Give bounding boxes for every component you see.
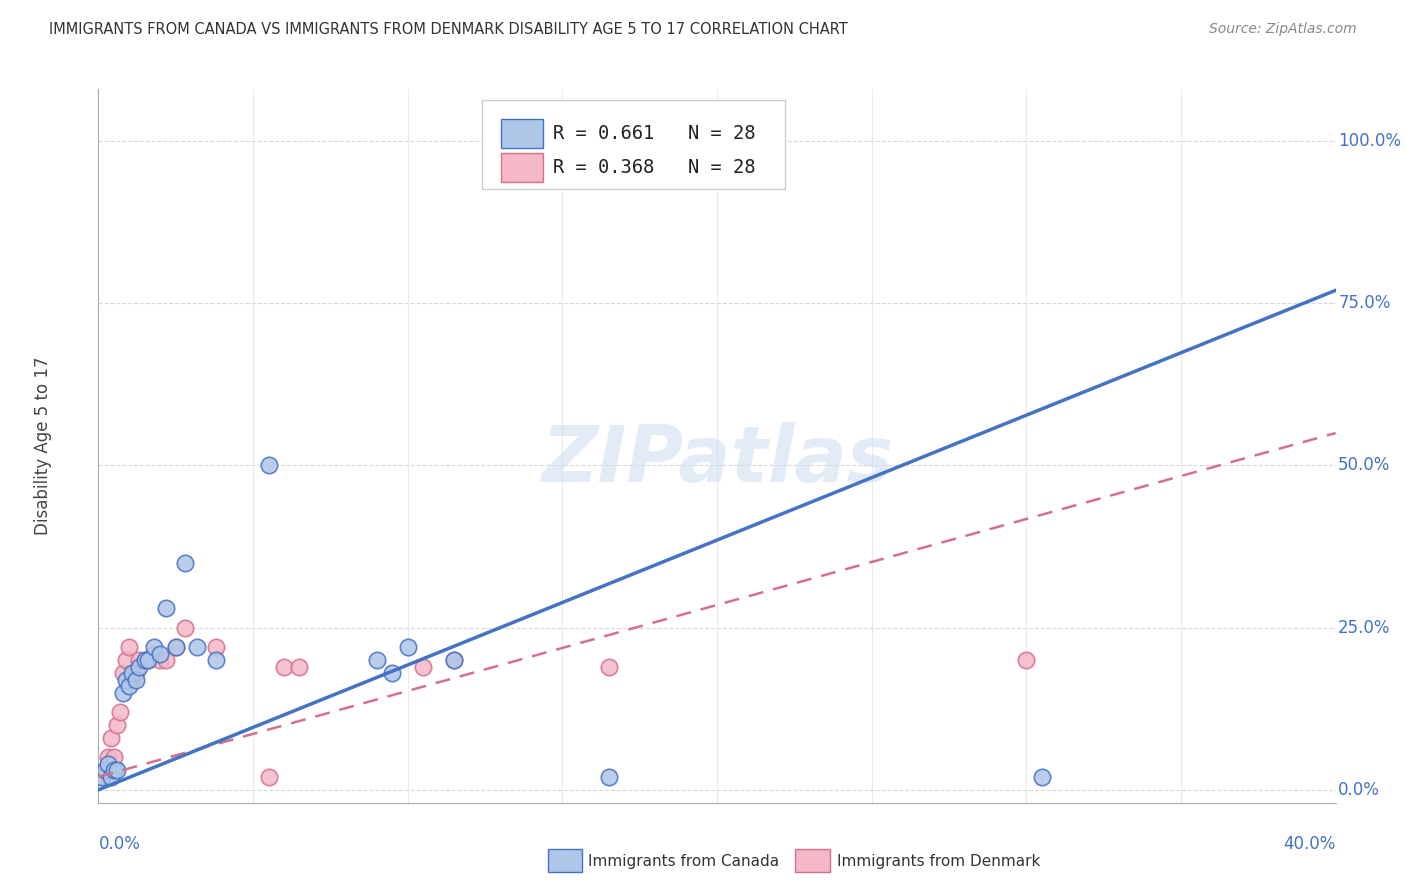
Point	[124, 673, 146, 687]
Point	[100, 770, 122, 784]
Point	[105, 718, 128, 732]
Point	[97, 756, 120, 771]
Point	[273, 659, 295, 673]
Point	[149, 653, 172, 667]
Point	[443, 653, 465, 667]
Point	[1015, 653, 1038, 667]
Point	[136, 653, 159, 667]
Point	[598, 770, 620, 784]
Text: 40.0%: 40.0%	[1284, 835, 1336, 853]
Point	[128, 659, 150, 673]
Text: Immigrants from Denmark: Immigrants from Denmark	[837, 854, 1040, 869]
Point	[174, 556, 197, 570]
Point	[174, 621, 197, 635]
Point	[366, 653, 388, 667]
FancyBboxPatch shape	[501, 153, 543, 182]
Point	[205, 640, 228, 654]
Point	[149, 647, 172, 661]
Text: 75.0%: 75.0%	[1339, 294, 1391, 312]
Point	[128, 653, 150, 667]
Point	[108, 705, 131, 719]
Point	[90, 770, 112, 784]
Text: 25.0%: 25.0%	[1339, 619, 1391, 637]
Point	[155, 601, 177, 615]
Point	[118, 640, 141, 654]
Text: R = 0.661   N = 28: R = 0.661 N = 28	[553, 124, 755, 143]
Point	[121, 666, 143, 681]
Point	[134, 653, 156, 667]
Point	[118, 679, 141, 693]
Point	[143, 640, 166, 654]
Point	[1031, 770, 1053, 784]
Point	[112, 685, 135, 699]
Text: IMMIGRANTS FROM CANADA VS IMMIGRANTS FROM DENMARK DISABILITY AGE 5 TO 17 CORRELA: IMMIGRANTS FROM CANADA VS IMMIGRANTS FRO…	[49, 22, 848, 37]
Point	[121, 673, 143, 687]
Point	[105, 764, 128, 778]
Text: ZIPatlas: ZIPatlas	[541, 422, 893, 499]
Point	[412, 659, 434, 673]
Point	[115, 673, 138, 687]
Point	[598, 659, 620, 673]
Point	[165, 640, 187, 654]
Point	[165, 640, 187, 654]
Point	[90, 770, 112, 784]
Point	[143, 647, 166, 661]
Point	[93, 764, 115, 778]
FancyBboxPatch shape	[482, 100, 785, 189]
Text: Source: ZipAtlas.com: Source: ZipAtlas.com	[1209, 22, 1357, 37]
Point	[205, 653, 228, 667]
Point	[103, 764, 125, 778]
Text: 0.0%: 0.0%	[1339, 780, 1381, 799]
Text: 100.0%: 100.0%	[1339, 132, 1402, 150]
Text: Immigrants from Canada: Immigrants from Canada	[588, 854, 779, 869]
Point	[186, 640, 208, 654]
Point	[136, 653, 159, 667]
Point	[97, 750, 120, 764]
Point	[257, 770, 280, 784]
Point	[443, 653, 465, 667]
Point	[381, 666, 404, 681]
FancyBboxPatch shape	[501, 120, 543, 148]
Point	[115, 653, 138, 667]
Text: 50.0%: 50.0%	[1339, 457, 1391, 475]
Point	[124, 666, 146, 681]
Text: R = 0.368   N = 28: R = 0.368 N = 28	[553, 158, 755, 178]
Point	[112, 666, 135, 681]
Point	[257, 458, 280, 473]
Text: Disability Age 5 to 17: Disability Age 5 to 17	[34, 357, 52, 535]
Point	[155, 653, 177, 667]
Text: 0.0%: 0.0%	[98, 835, 141, 853]
Point	[93, 764, 115, 778]
FancyBboxPatch shape	[794, 849, 830, 872]
FancyBboxPatch shape	[547, 849, 582, 872]
Point	[103, 750, 125, 764]
Point	[134, 653, 156, 667]
Point	[396, 640, 419, 654]
Point	[288, 659, 311, 673]
Point	[100, 731, 122, 745]
